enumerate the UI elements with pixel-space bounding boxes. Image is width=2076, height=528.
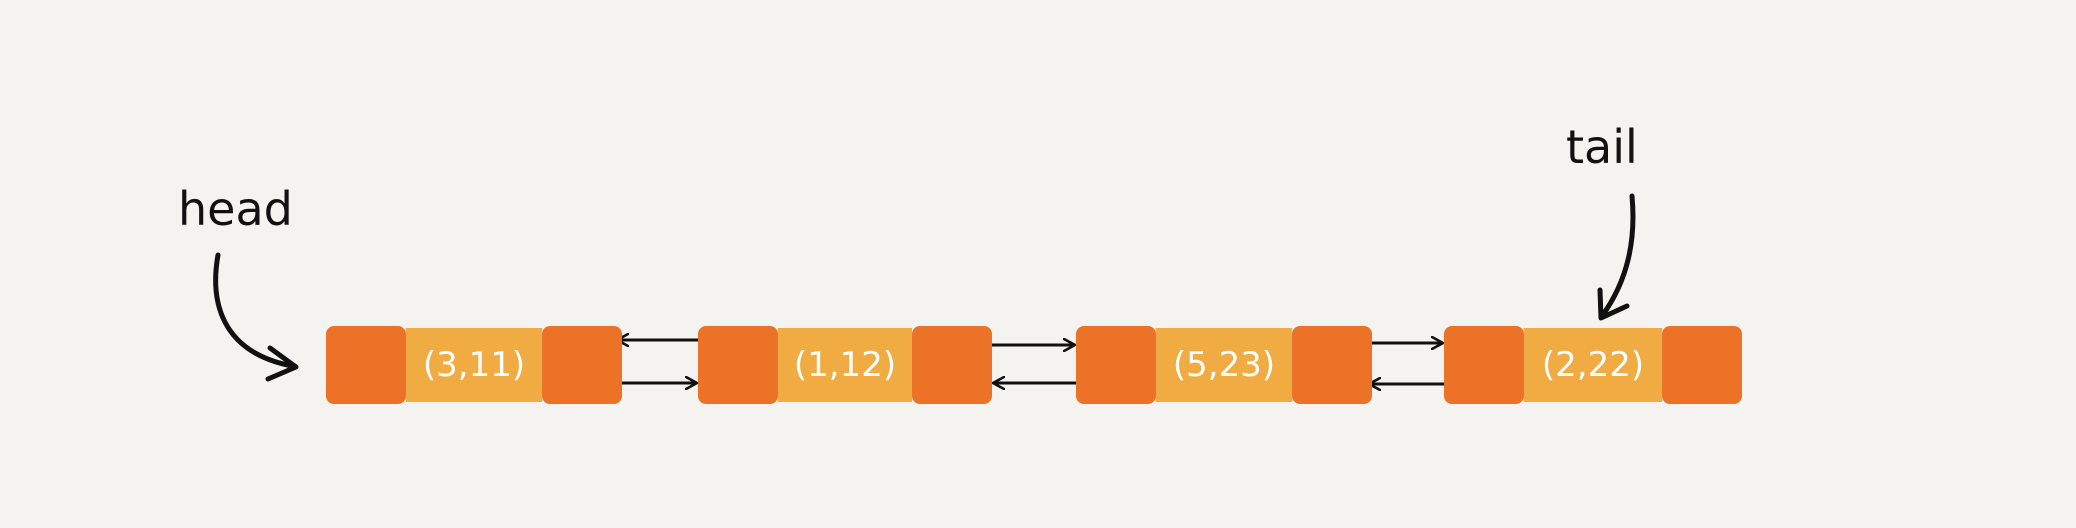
tail-pointer-arrow (1599, 193, 1636, 319)
next-pointer-cell (542, 326, 622, 404)
prev-pointer-cell (1076, 326, 1156, 404)
next-pointer-cell (912, 326, 992, 404)
data-cell: (5,23) (1156, 328, 1292, 402)
list-node: (1,12) (698, 326, 992, 404)
next-pointer-cell (1662, 326, 1742, 404)
prev-pointer-cell (698, 326, 778, 404)
node-data-text: (1,12) (793, 345, 897, 385)
list-node: (2,22) (1444, 326, 1742, 404)
tail-pointer-arrowhead (1597, 287, 1630, 321)
data-cell: (3,11) (406, 328, 542, 402)
list-node: (5,23) (1076, 326, 1372, 404)
prev-pointer-cell (1444, 326, 1524, 404)
prev-pointer-cell (326, 326, 406, 404)
head-pointer-arrowhead (265, 345, 299, 382)
next-pointer-cell (1292, 326, 1372, 404)
tail-label: tail (1566, 120, 1638, 174)
data-cell: (1,12) (778, 328, 912, 402)
node-data-text: (5,23) (1172, 345, 1276, 385)
node-data-text: (2,22) (1541, 345, 1645, 385)
node-data-text: (3,11) (422, 345, 526, 385)
head-pointer-arrow (213, 252, 295, 369)
data-cell: (2,22) (1524, 328, 1662, 402)
list-node: (3,11) (326, 326, 622, 404)
head-label: head (178, 182, 293, 236)
